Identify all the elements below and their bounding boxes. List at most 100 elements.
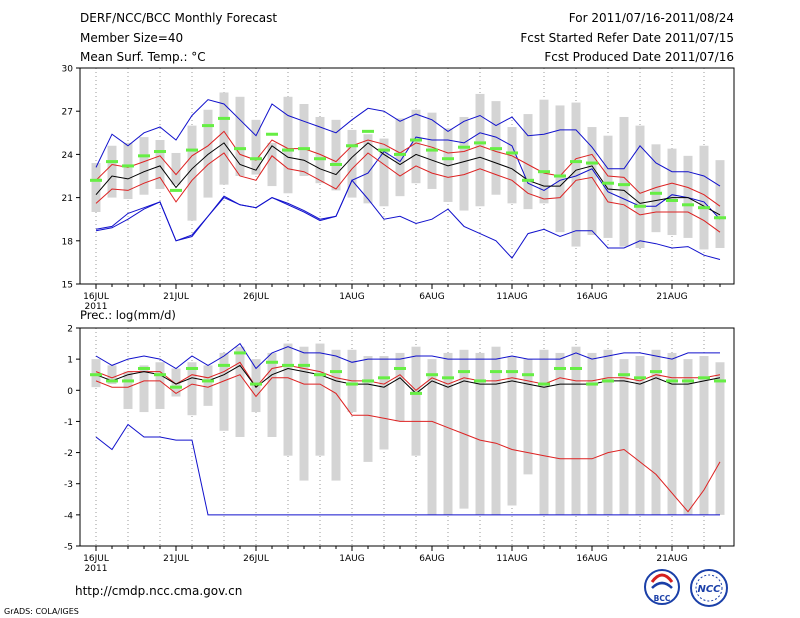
temp-box	[331, 119, 341, 191]
temp-median-mark	[362, 129, 374, 133]
precip-median-mark	[682, 379, 694, 383]
precip-lines	[95, 342, 721, 516]
precip-median-mark	[330, 370, 342, 374]
temp-box	[475, 93, 485, 207]
temp-xtick-label: 16JUL	[83, 292, 109, 302]
temp-median-mark	[554, 174, 566, 178]
temp-ytick-label: 18	[62, 237, 74, 247]
precip-median-mark	[586, 382, 598, 386]
precip-median-mark	[362, 379, 374, 383]
temp-median-mark	[538, 170, 550, 174]
precip-median-mark	[346, 382, 358, 386]
temp-box	[171, 152, 181, 185]
precip-line-mean-sd	[95, 374, 721, 513]
temp-median-mark	[378, 148, 390, 152]
precip-medians	[90, 351, 726, 395]
precip-box	[363, 356, 373, 462]
temp-xtick-label: 6AUG	[419, 292, 444, 302]
temp-median-mark	[714, 216, 726, 220]
temp-median-mark	[154, 150, 166, 154]
temp-median-mark	[474, 141, 486, 145]
grads-credit: GrADS: COLA/IGES	[4, 607, 79, 616]
temp-median-mark	[90, 178, 102, 182]
precip-line-mean-sd	[95, 361, 721, 391]
ncc-logo-label: NCC	[697, 584, 721, 595]
precip-median-mark	[122, 379, 134, 383]
temp-ytick-label: 24	[62, 151, 74, 161]
temp-median-mark	[250, 157, 262, 161]
precip-box	[139, 365, 149, 413]
temp-median-mark	[282, 148, 294, 152]
temp-ytick-label: 30	[62, 65, 74, 75]
precip-median-mark	[282, 363, 294, 367]
precip-box	[203, 365, 213, 406]
temp-xtick-label: 26JUL	[243, 292, 269, 302]
precip-box	[587, 352, 597, 515]
precip-box	[507, 356, 517, 506]
precip-box	[667, 352, 677, 515]
precip-box	[171, 368, 181, 397]
precip-xtick-label: 11AUG	[496, 554, 527, 564]
precip-median-mark	[250, 382, 262, 386]
temp-median-mark	[602, 181, 614, 185]
temp-median-mark	[458, 145, 470, 149]
precip-median-mark	[458, 370, 470, 374]
header-member-size: Member Size=40	[80, 31, 183, 45]
temp-median-mark	[410, 138, 422, 142]
precip-median-mark	[266, 360, 278, 364]
temp-box	[651, 144, 661, 233]
temp-ytick-label: 21	[62, 194, 73, 204]
header-title: DERF/NCC/BCC Monthly Forecast	[80, 11, 277, 25]
temp-box	[459, 116, 469, 211]
precip-median-mark	[298, 363, 310, 367]
precip-median-mark	[426, 373, 438, 377]
precip-median-mark	[650, 370, 662, 374]
precip-ytick-label: -3	[64, 480, 73, 490]
temp-year-label: 2011	[85, 302, 108, 312]
temp-box	[683, 155, 693, 238]
precip-box	[267, 352, 277, 437]
temp-box	[523, 114, 533, 210]
source-url[interactable]: http://cmdp.ncc.cma.gov.cn	[75, 584, 242, 598]
temp-line-mean-sd	[95, 152, 721, 233]
precip-median-mark	[218, 363, 230, 367]
precip-median-mark	[474, 379, 486, 383]
precip-median-mark	[410, 391, 422, 395]
precip-median-mark	[394, 366, 406, 370]
precip-median-mark	[506, 370, 518, 374]
temperature-x-axis: 16JUL 21JUL 26JUL 1AUG 6AUG 11AUG 16AUG 21AUG 20…	[83, 284, 721, 312]
temp-line-mean	[95, 142, 721, 216]
temperature-y-axis: 15 18 21 24 27 30	[62, 65, 80, 291]
precip-box	[283, 343, 293, 456]
temp-box	[251, 119, 261, 175]
temp-line-mean-sd	[95, 130, 721, 207]
temp-box	[443, 128, 453, 202]
temp-xtick-label: 21JUL	[163, 292, 189, 302]
precip-ytick-label: -1	[64, 418, 73, 428]
temp-box	[107, 145, 117, 198]
precip-median-mark	[698, 376, 710, 380]
temp-median-mark	[394, 152, 406, 156]
temp-box	[715, 160, 725, 248]
precip-median-mark	[90, 373, 102, 377]
temp-median-mark	[170, 188, 182, 192]
precip-median-mark	[442, 376, 454, 380]
temp-box	[315, 116, 325, 184]
temp-box	[395, 118, 405, 197]
precip-box	[91, 359, 101, 388]
precip-median-mark	[538, 382, 550, 386]
temp-box	[411, 109, 421, 184]
precip-xtick-label: 26JUL	[243, 554, 269, 564]
precip-y-axis: -5 -4 -3 -2 -1 0 1 2	[64, 325, 80, 553]
header-produced-date: Fcst Produced Date 2011/07/16	[544, 50, 734, 64]
precip-plot-frame	[79, 327, 735, 547]
temp-box	[139, 137, 149, 195]
precip-box	[443, 352, 453, 515]
precip-box	[395, 352, 405, 422]
temperature-panel: 15 18 21 24 27 30 16JUL 21JUL 26JUL 1AUG 6AUG 11AU…	[62, 65, 735, 312]
precip-box	[491, 346, 501, 515]
temp-box	[283, 96, 293, 194]
precip-median-mark	[378, 376, 390, 380]
temp-box	[187, 125, 197, 221]
precip-line-min	[95, 423, 720, 516]
